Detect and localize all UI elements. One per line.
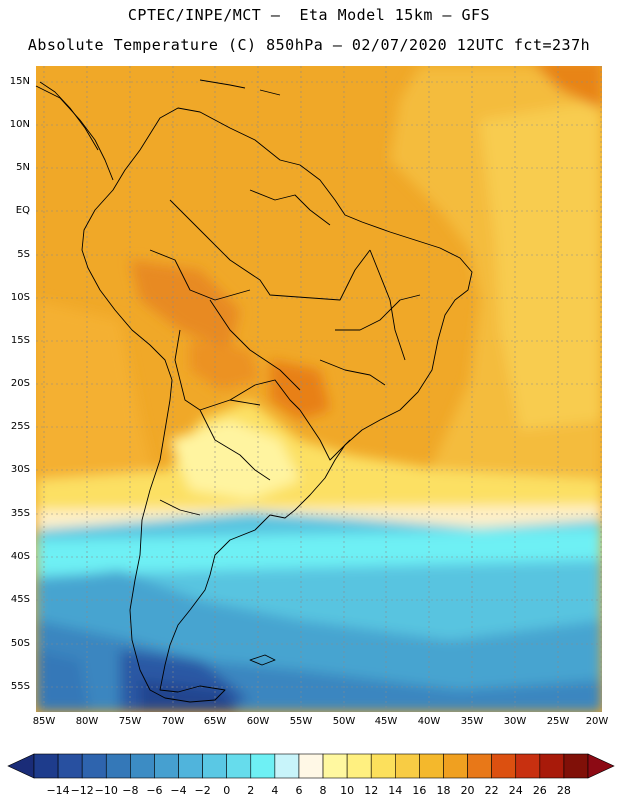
lat-label: 10N <box>9 119 30 130</box>
lat-label: 15S <box>10 335 30 346</box>
colorbar-tick-label: 26 <box>532 784 547 797</box>
lat-label: 20S <box>10 378 30 389</box>
graticule <box>36 66 602 712</box>
colorbar-tick-label: 4 <box>271 784 279 797</box>
colorbar-tick-label: 22 <box>484 784 499 797</box>
colorbar-swatch <box>467 753 492 779</box>
colorbar-tick-label: 10 <box>340 784 355 797</box>
lat-label: 10S <box>10 292 30 303</box>
colorbar-tick-label: 16 <box>412 784 427 797</box>
colorbar-tick-label: 28 <box>556 784 571 797</box>
colorbar-swatch <box>105 753 131 779</box>
lon-label: 40W <box>417 716 441 727</box>
lon-label: 20W <box>585 716 609 727</box>
colorbar-tick-label: 8 <box>319 784 327 797</box>
lat-label: 45S <box>10 594 30 605</box>
colorbar-tick-label: −2 <box>194 784 211 797</box>
colorbar-swatch <box>443 753 468 779</box>
colorbar-tick-label: −8 <box>122 784 139 797</box>
colorbar-swatch <box>322 753 348 779</box>
lat-label: 5N <box>16 162 30 173</box>
lon-label: 45W <box>374 716 398 727</box>
lat-label: 55S <box>10 681 30 692</box>
colorbar-tick-label: −12 <box>70 784 94 797</box>
lon-label: 80W <box>75 716 99 727</box>
lon-label: 30W <box>503 716 527 727</box>
lat-label: 15N <box>9 76 30 87</box>
colorbar-tick-label: 18 <box>436 784 451 797</box>
colorbar-tick-label: −14 <box>46 784 70 797</box>
colorbar-swatch <box>491 753 517 779</box>
temperature-field <box>36 66 602 712</box>
colorbar-swatch <box>202 753 227 779</box>
colorbar-swatch <box>563 753 589 779</box>
lat-label: 5S <box>17 249 30 260</box>
colorbar-swatch <box>33 753 59 779</box>
colorbar-tick-label: 12 <box>364 784 379 797</box>
lat-label: 50S <box>10 638 30 649</box>
colorbar-swatch <box>250 753 276 779</box>
colorbar-tick-label: 14 <box>388 784 403 797</box>
colorbar-swatch <box>154 753 179 779</box>
lon-label: 75W <box>118 716 142 727</box>
colorbar-under-arrow <box>7 753 35 779</box>
colorbar-swatch <box>346 753 372 779</box>
map-title-line2: Absolute Temperature (C) 850hPa – 02/07/… <box>27 36 591 54</box>
colorbar-swatch <box>298 753 324 779</box>
lon-label: 35W <box>460 716 484 727</box>
lon-label: 85W <box>32 716 56 727</box>
colorbar-swatch <box>370 753 396 779</box>
colorbar-swatch <box>539 753 565 779</box>
colorbar-tick-label: 24 <box>508 784 523 797</box>
lat-label: 40S <box>10 551 30 562</box>
lon-label: 60W <box>246 716 270 727</box>
colorbar-tick-label: −4 <box>170 784 187 797</box>
lon-label: 70W <box>161 716 185 727</box>
lon-label: 25W <box>546 716 570 727</box>
colorbar-swatch <box>81 753 107 779</box>
colorbar-swatch <box>178 753 203 779</box>
colorbar-tick-label: −6 <box>146 784 163 797</box>
lat-label: EQ <box>15 205 30 216</box>
map-title-line1: CPTEC/INPE/MCT – Eta Model 15km – GFS <box>127 6 491 24</box>
coastlines <box>35 79 473 703</box>
colorbar-tick-label: 6 <box>295 784 303 797</box>
lat-label: 30S <box>10 464 30 475</box>
colorbar <box>7 753 615 779</box>
lon-label: 55W <box>289 716 313 727</box>
colorbar-swatch <box>57 753 83 779</box>
colorbar-swatch <box>419 753 444 779</box>
lat-label: 25S <box>10 421 30 432</box>
lon-label: 65W <box>203 716 227 727</box>
colorbar-tick-label: 0 <box>223 784 231 797</box>
colorbar-over-arrow <box>587 753 615 779</box>
colorbar-tick-label: 2 <box>247 784 255 797</box>
colorbar-swatch <box>226 753 252 779</box>
lat-label: 35S <box>10 508 30 519</box>
colorbar-swatch <box>515 753 541 779</box>
colorbar-swatch <box>130 753 155 779</box>
colorbar-tick-label: −10 <box>94 784 118 797</box>
colorbar-tick-label: 20 <box>460 784 475 797</box>
colorbar-swatch <box>274 753 300 779</box>
colorbar-swatch <box>395 753 420 779</box>
lon-label: 50W <box>332 716 356 727</box>
